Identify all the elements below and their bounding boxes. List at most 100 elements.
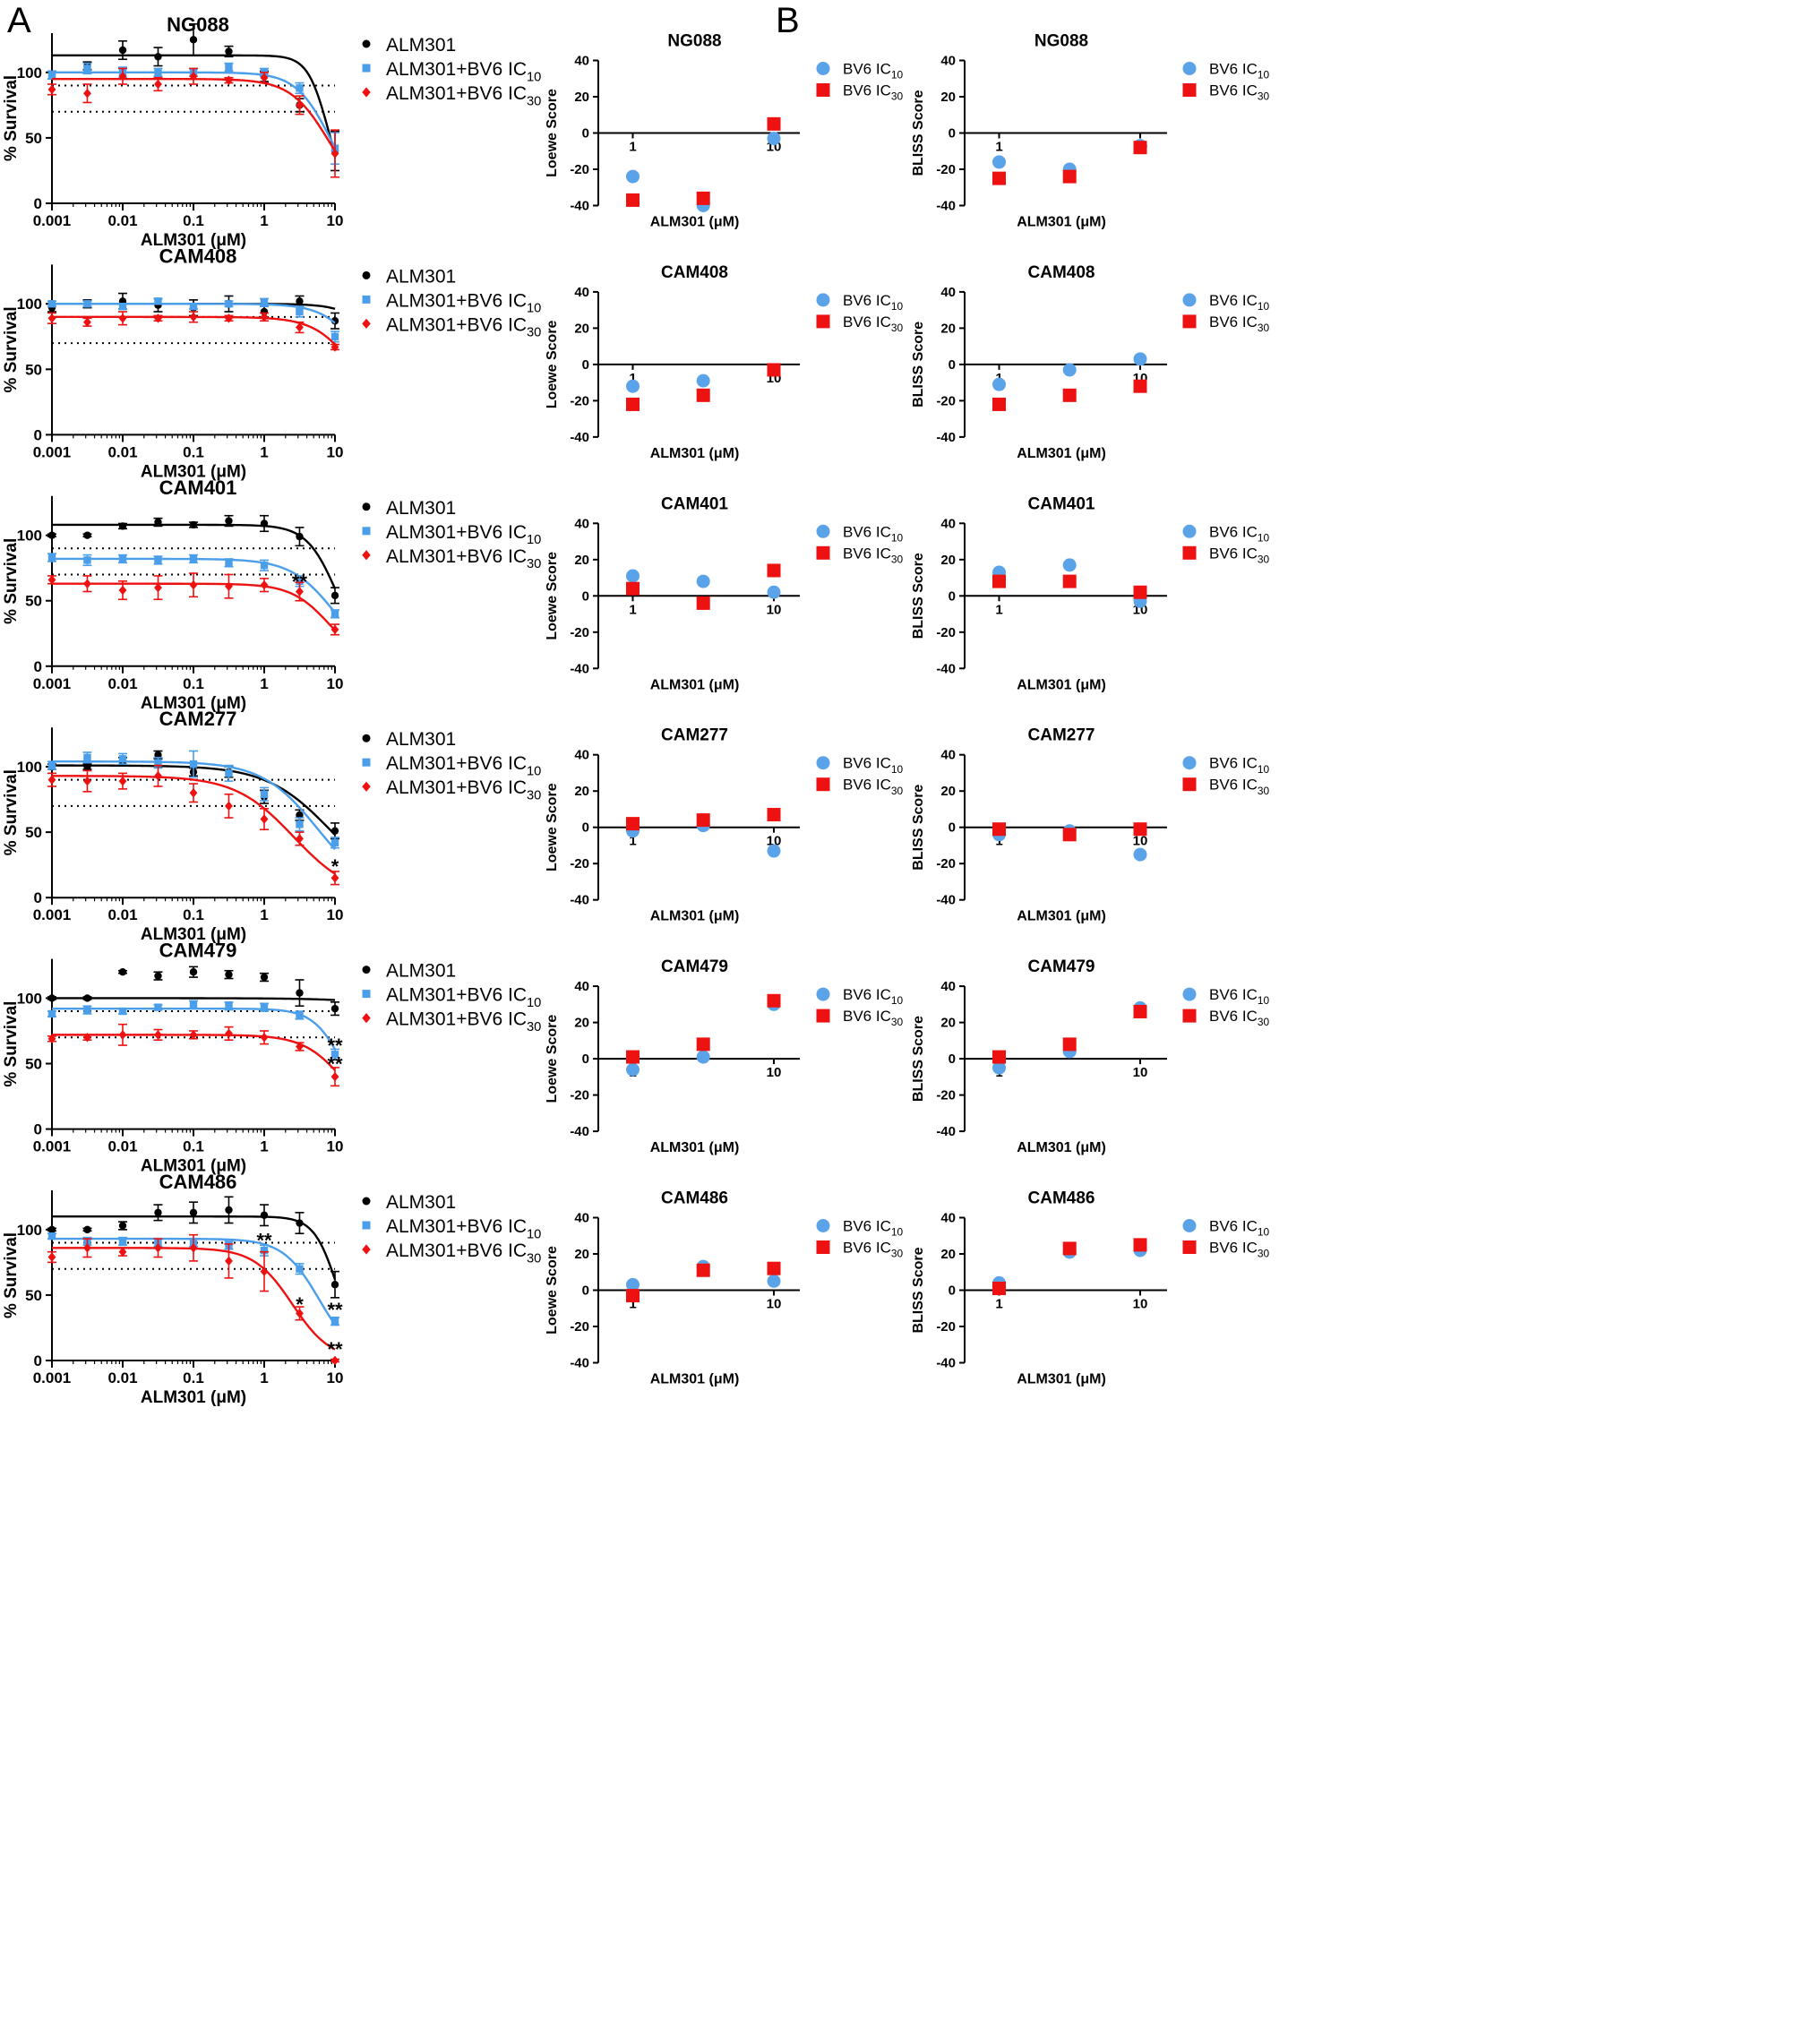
y-tick-label: 20 — [574, 1016, 589, 1031]
legend-label: BV6 IC10 — [1209, 523, 1269, 544]
data-point-bv6_ic10 — [225, 1002, 233, 1010]
data-point-alm301 — [118, 968, 127, 976]
legend-label: ALM301+BV6 IC30 — [386, 1009, 541, 1034]
score-point-ic10 — [767, 844, 781, 858]
chart-title: CAM277 — [661, 726, 728, 745]
data-point-bv6_ic10 — [154, 759, 162, 767]
y-axis-label: BLISS Score — [911, 553, 926, 639]
y-tick-label: 0 — [34, 426, 42, 443]
x-axis-label: ALM301 (μM) — [1017, 215, 1106, 230]
x-axis-label: ALM301 (μM) — [141, 925, 246, 944]
y-tick-label: -40 — [570, 893, 589, 908]
y-tick-label: -20 — [936, 393, 956, 408]
data-point-alm301 — [296, 1219, 304, 1227]
y-tick-label: -20 — [570, 856, 589, 871]
x-axis-label: ALM301 (μM) — [650, 677, 740, 692]
x-axis-label: ALM301 (μM) — [650, 215, 740, 230]
y-tick-label: 0 — [34, 658, 42, 675]
score-point-ic30 — [992, 1281, 1006, 1295]
data-point-bv6_ic30 — [296, 1309, 304, 1318]
data-point-bv6_ic30 — [154, 1243, 162, 1253]
legend-marker — [1182, 1009, 1197, 1023]
score-point-ic30 — [992, 171, 1006, 185]
score-point-ic10 — [1133, 847, 1147, 862]
significance-label: * — [331, 855, 339, 878]
legend-marker — [1182, 524, 1197, 538]
legend-marker — [362, 270, 371, 279]
x-tick-label: 1 — [260, 1369, 268, 1386]
score-point-ic30 — [1133, 822, 1147, 837]
y-tick-label: 0 — [949, 1283, 956, 1299]
legend-label: BV6 IC10 — [1209, 755, 1269, 776]
data-point-bv6_ic10 — [260, 1003, 269, 1011]
data-point-alm301 — [296, 297, 304, 305]
survival-chart-cam479: CAM479 0 50 100 0.001 0.01 0.1 1 10 ALM301 (μM) % … — [2, 940, 541, 1176]
y-tick-label: 40 — [574, 748, 589, 763]
data-point-bv6_ic30 — [83, 88, 91, 99]
legend-label: BV6 IC30 — [1209, 82, 1269, 103]
x-tick-label: 0.1 — [183, 1138, 204, 1155]
x-tick-label: 0.001 — [33, 443, 72, 460]
data-point-alm301 — [225, 47, 233, 56]
legend-marker — [362, 502, 371, 511]
score-point-ic30 — [626, 1050, 640, 1064]
x-tick-label: 1 — [629, 834, 636, 849]
data-point-alm301 — [154, 53, 162, 61]
legend-label: BV6 IC30 — [843, 545, 903, 565]
y-tick-label: 40 — [940, 54, 956, 69]
data-point-bv6_ic30 — [331, 149, 339, 159]
y-tick-label: -20 — [570, 162, 589, 177]
data-point-bv6_ic10 — [118, 1007, 127, 1016]
score-point-ic30 — [696, 596, 710, 610]
data-point-bv6_ic10 — [118, 1237, 127, 1246]
chart-title: CAM486 — [661, 1189, 728, 1208]
legend-label: BV6 IC30 — [1209, 313, 1269, 334]
score-point-ic30 — [696, 1037, 710, 1052]
significance-label: ** — [292, 571, 308, 593]
y-tick-label: 40 — [940, 516, 956, 531]
data-point-bv6_ic30 — [118, 1030, 127, 1040]
legend-label: ALM301+BV6 IC30 — [386, 777, 541, 803]
data-point-bv6_ic30 — [296, 587, 304, 597]
legend-marker — [1182, 545, 1197, 560]
x-tick-label: 10 — [767, 1065, 782, 1080]
data-point-bv6_ic10 — [154, 297, 162, 305]
legend-label: BV6 IC10 — [1209, 61, 1269, 82]
data-point-bv6_ic10 — [296, 1011, 304, 1019]
legend-label: ALM301+BV6 IC10 — [386, 985, 541, 1010]
y-tick-label: -40 — [936, 1124, 956, 1139]
chart-title: CAM479 — [1028, 957, 1095, 976]
x-tick-label: 10 — [327, 443, 344, 460]
data-point-bv6_ic10 — [225, 559, 233, 567]
x-tick-label: 1 — [260, 212, 268, 229]
x-tick-label: 10 — [1133, 1065, 1148, 1080]
score-point-ic10 — [1133, 352, 1147, 366]
y-tick-label: -20 — [570, 393, 589, 408]
legend-marker — [816, 524, 830, 538]
x-tick-label: 1 — [629, 602, 636, 617]
legend-marker — [816, 83, 830, 97]
chart-title: CAM486 — [1028, 1189, 1095, 1208]
legend-label: BV6 IC30 — [843, 313, 903, 334]
legend-label: ALM301+BV6 IC10 — [386, 753, 541, 778]
y-tick-label: 40 — [940, 748, 956, 763]
data-point-bv6_ic10 — [47, 1009, 56, 1018]
score-point-ic30 — [626, 581, 640, 596]
data-point-bv6_ic10 — [296, 84, 304, 92]
significance-label: ** — [327, 1299, 343, 1321]
data-point-alm301 — [189, 520, 198, 529]
x-tick-label: 10 — [327, 1138, 344, 1155]
x-tick-label: 10 — [1133, 834, 1148, 849]
legend-label: BV6 IC30 — [1209, 1240, 1269, 1260]
y-tick-label: 0 — [34, 1352, 42, 1369]
data-point-bv6_ic30 — [47, 313, 56, 323]
fit-curve-bv6_ic30 — [52, 77, 337, 152]
x-axis-label: ALM301 (μM) — [650, 909, 740, 924]
y-tick-label: 0 — [949, 357, 956, 373]
score-point-ic10 — [767, 132, 781, 146]
